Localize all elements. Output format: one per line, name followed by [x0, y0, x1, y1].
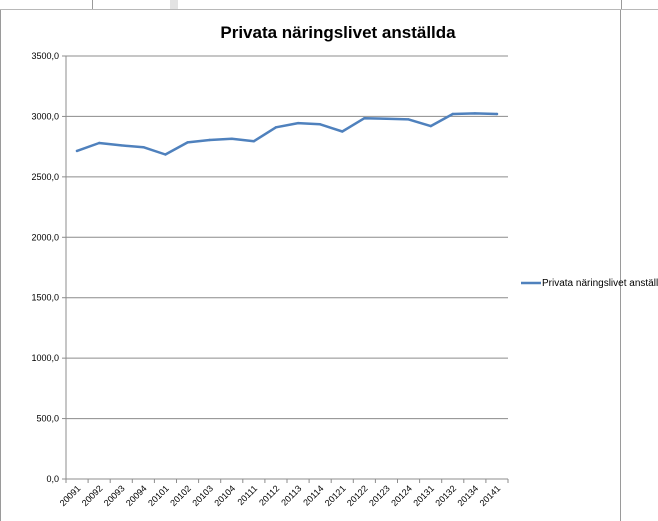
x-tick-label: 20091: [58, 483, 83, 508]
column-divider: [92, 0, 93, 10]
x-tick-label: 20093: [102, 483, 127, 508]
x-tick-label: 20123: [367, 483, 392, 508]
data-point: [363, 117, 366, 120]
data-point: [75, 149, 79, 153]
x-tick-label: 20113: [279, 483, 303, 507]
data-point: [208, 138, 211, 142]
x-tick-label: 20124: [389, 483, 414, 508]
data-point: [385, 117, 388, 121]
y-tick-label: 500,0: [36, 414, 59, 424]
data-point: [98, 141, 101, 145]
data-point: [296, 121, 300, 125]
y-tick-label: 2000,0: [31, 232, 59, 242]
x-tick-label: 20121: [323, 483, 348, 508]
x-tick-label: 20114: [301, 483, 325, 507]
x-tick-label: 20104: [212, 483, 237, 508]
data-point: [341, 130, 344, 133]
data-point: [230, 137, 233, 140]
chart-frame[interactable]: [0, 10, 621, 521]
legend: Privata näringslivet anställda: [521, 278, 658, 289]
x-tick-label: 20134: [455, 483, 480, 508]
x-tick-label: 20092: [80, 483, 105, 508]
x-tick-label: 20122: [345, 483, 370, 508]
x-tick-label: 20131: [411, 483, 436, 508]
data-point: [164, 153, 167, 156]
spreadsheet-top-strip: [0, 0, 658, 10]
x-tick-label: 20132: [433, 483, 458, 508]
y-tick-label: 3500,0: [31, 51, 59, 61]
data-point: [495, 112, 499, 116]
column-divider: [621, 0, 622, 10]
y-axis-tick-labels: 0,0 500,0 1000,0 1500,0 2000,0 2500,0 3000,0 35…: [31, 51, 59, 484]
y-tick-label: 1000,0: [31, 353, 59, 363]
data-point: [429, 124, 432, 128]
x-tick-label: 20101: [146, 483, 171, 508]
data-point: [274, 126, 278, 129]
x-tick-label: 20094: [124, 483, 149, 508]
data-point: [142, 146, 145, 149]
y-tick-label: 2500,0: [31, 172, 59, 182]
y-tick-label: 3000,0: [31, 111, 59, 121]
gridlines: [62, 55, 508, 480]
x-tick-label: 20111: [235, 483, 259, 507]
data-point: [120, 144, 123, 147]
x-tick-label: 20102: [168, 483, 193, 508]
data-point: [186, 141, 189, 144]
data-point: [473, 112, 477, 115]
series-line: [75, 112, 499, 156]
x-axis-tick-labels: 2009120092200932009420101201022010320104…: [58, 483, 503, 508]
x-tick-label: 20103: [190, 483, 215, 508]
chart-title: Privata näringslivet anställda: [220, 23, 456, 42]
x-tick-label: 20112: [257, 483, 281, 507]
data-point: [407, 118, 410, 121]
y-tick-label: 0,0: [46, 474, 59, 484]
row-divider: [0, 9, 658, 10]
data-point: [318, 123, 322, 126]
y-tick-label: 1500,0: [31, 293, 59, 303]
legend-label: Privata näringslivet anställda: [542, 278, 658, 289]
data-point: [451, 112, 454, 116]
column-shade: [170, 0, 178, 10]
data-point: [252, 140, 256, 143]
x-tick-label: 20141: [478, 483, 503, 508]
series-group: [75, 112, 499, 156]
x-axis: [65, 56, 509, 483]
